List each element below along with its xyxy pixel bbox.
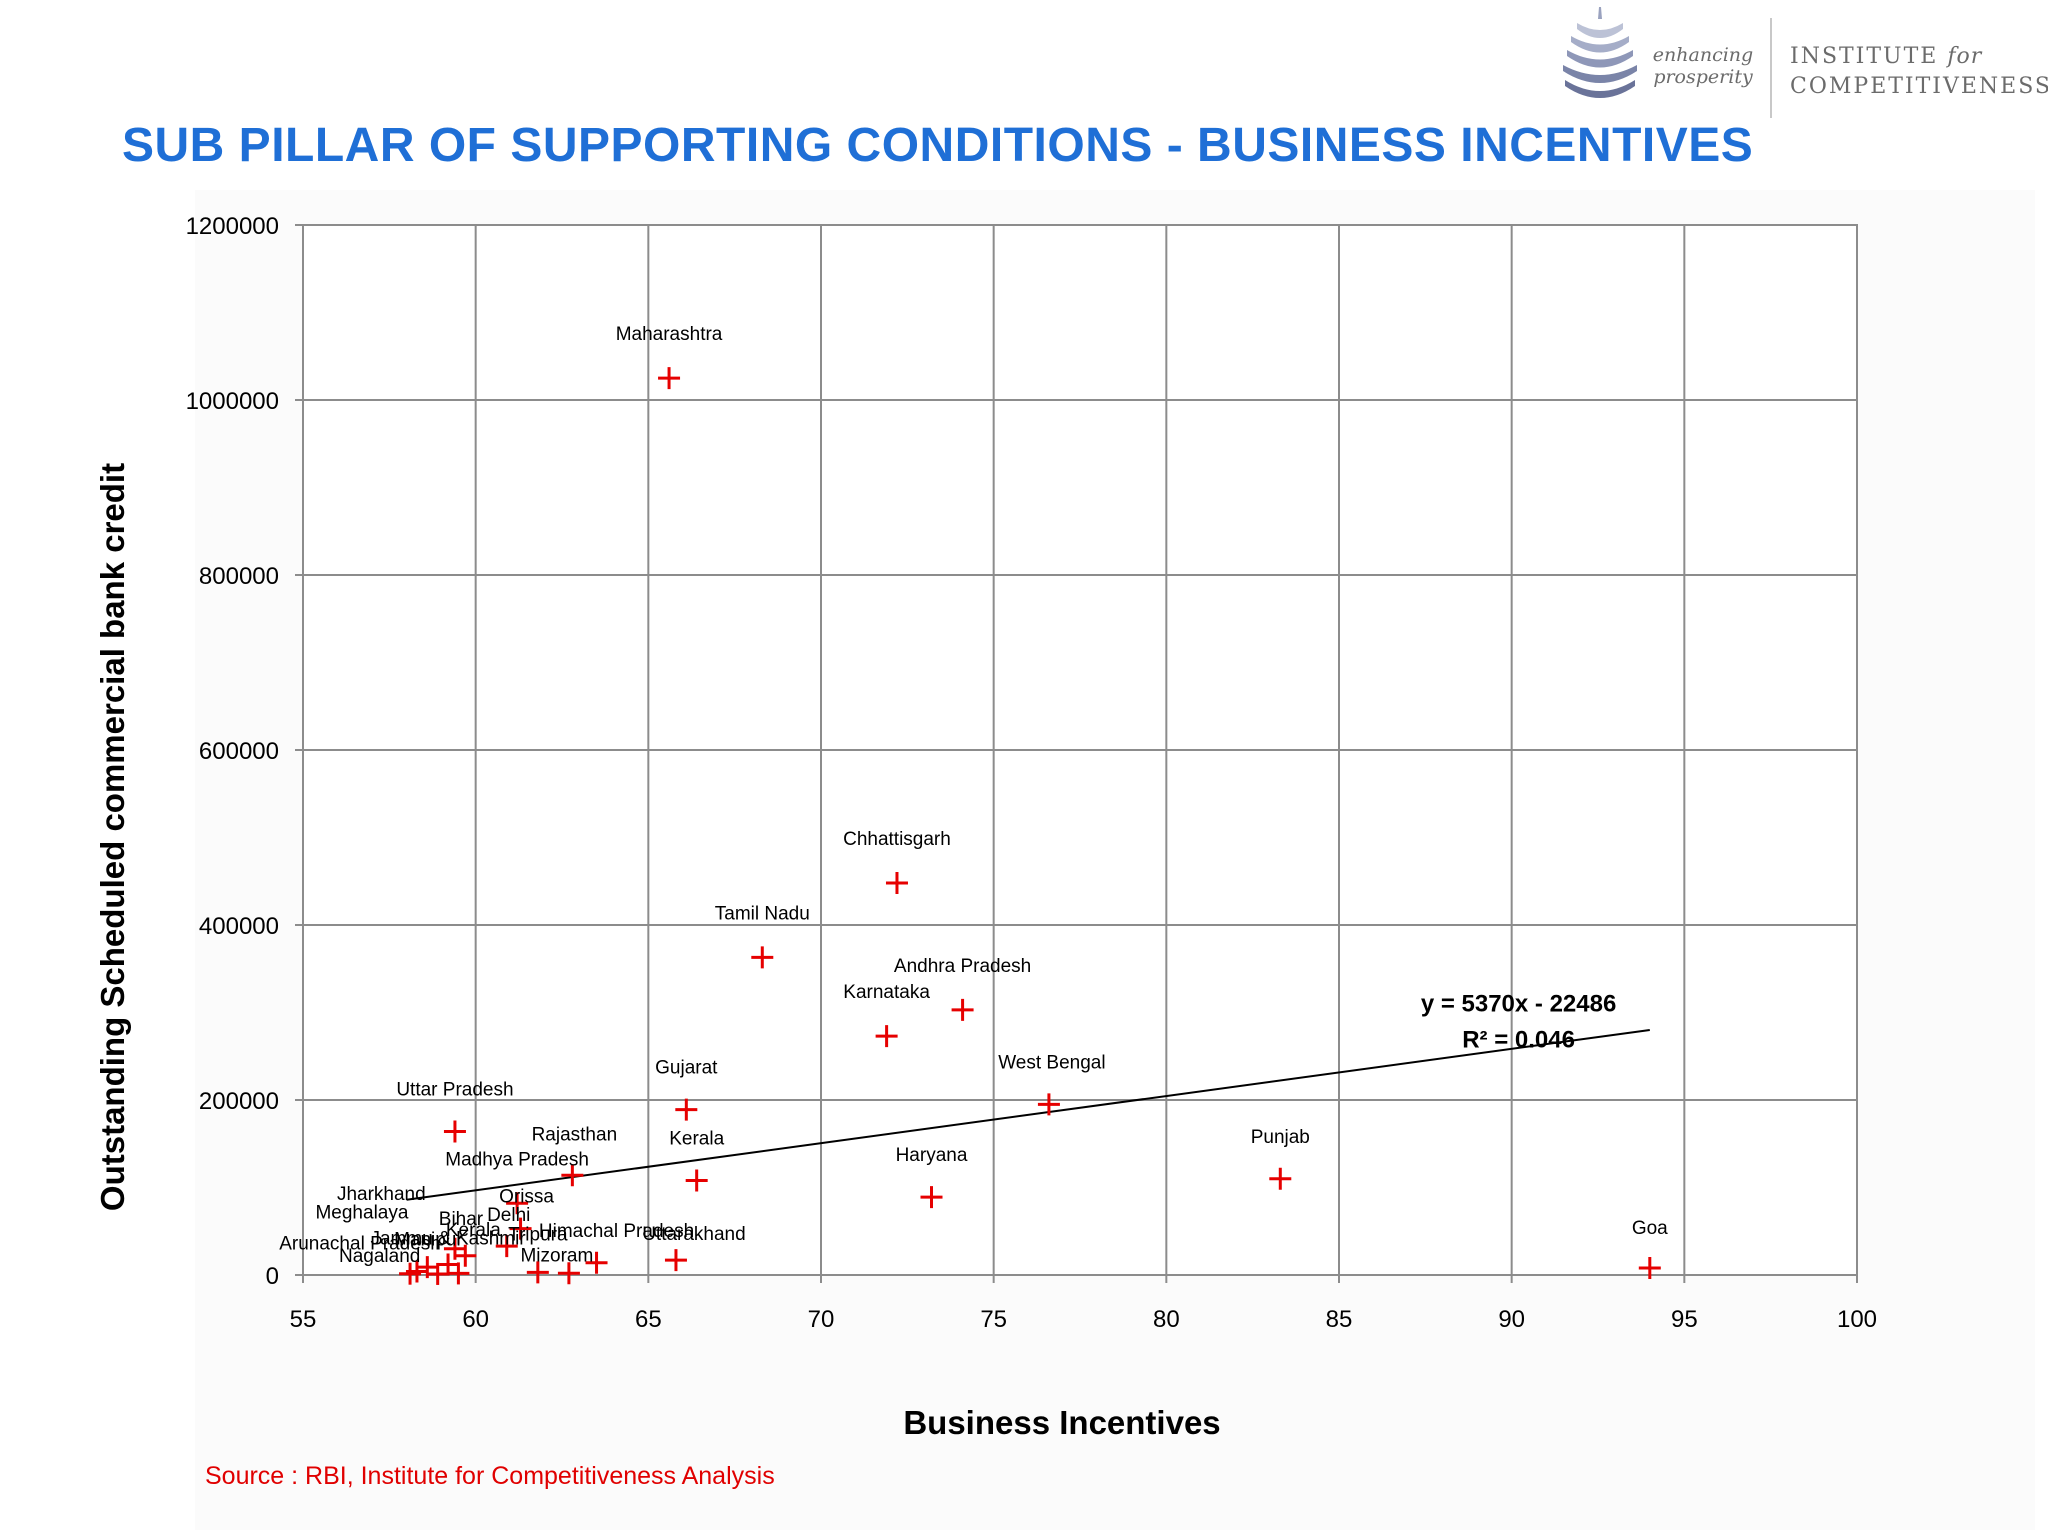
x-tick-label: 90 [1498,1306,1525,1333]
data-point [454,1244,477,1267]
gridlines [302,224,1858,1276]
logo-org-name: INSTITUTE for COMPETITIVENESS [1790,42,2048,102]
data-point [447,1262,470,1285]
data-point-label: Nagaland [339,1246,420,1267]
institute-logo [1555,5,2045,125]
data-point-label: Mizoram [520,1245,593,1266]
x-tick-label: 60 [462,1306,489,1333]
data-point [664,1249,687,1272]
axis-ticks: 55 60 65 70 75 80 85 90 95 100 0 200000 400000 600000… [186,213,1877,1333]
y-tick-label: 200000 [199,1088,279,1115]
data-point [658,367,681,390]
trendline-r-squared: R² = 0.046 [1462,1027,1575,1054]
data-point-label: Goa [1632,1218,1668,1239]
data-point [1269,1167,1292,1190]
data-point [1638,1257,1661,1279]
data-point-label: Tripura [508,1224,568,1245]
logo-tagline-line2: prosperity [1653,66,1753,88]
data-point-label: Manipur [394,1229,463,1250]
logo-org-line1: INSTITUTE for [1790,42,2048,72]
data-points [399,367,1661,1285]
data-point [920,1186,943,1209]
data-point-label: Meghalaya [315,1203,408,1224]
page-title: SUB PILLAR OF SUPPORTING CONDITIONS - BU… [122,119,1754,172]
data-point [557,1262,580,1285]
y-tick-label: 800000 [199,563,279,590]
data-point-label: Jammu & Kashmir [370,1229,526,1250]
data-point-label: Rajasthan [532,1124,618,1145]
point-labels: Maharashtra Chhattisgarh Tamil Nadu Andhra … [279,324,1668,1267]
data-point [885,872,908,894]
data-point [399,1262,422,1285]
data-point-label: Chhattisgarh [843,829,951,850]
data-point [506,1192,529,1215]
data-point-label: Maharashtra [616,324,723,345]
data-point-label: Delhi [487,1205,530,1226]
x-tick-label: 85 [1326,1306,1353,1333]
data-point-label: Uttar Pradesh [396,1080,513,1101]
logo-tagline: enhancing prosperity [1648,44,1758,88]
data-point [751,946,774,969]
data-point [875,1025,898,1048]
x-tick-label: 100 [1837,1306,1877,1333]
data-point-label: West Bengal [998,1052,1105,1073]
y-axis-title: Outstanding Scheduled commercial bank cr… [94,463,131,1211]
data-point [495,1235,518,1258]
x-tick-label: 70 [808,1306,835,1333]
x-axis-title: Business Incentives [903,1404,1220,1441]
data-point [526,1261,549,1284]
data-point-label: Uttarakhand [642,1224,746,1245]
logo-tagline-line1: enhancing [1652,44,1754,66]
logo-divider [1770,18,1772,118]
x-tick-label: 55 [290,1306,317,1333]
y-tick-label: 400000 [199,913,279,940]
data-point-label: Gujarat [655,1058,718,1079]
x-tick-label: 80 [1153,1306,1180,1333]
data-point [443,1120,466,1143]
data-point-label: Kerala [446,1220,501,1241]
data-point [585,1251,608,1274]
data-point-label: Kerala [669,1129,724,1150]
x-tick-label: 95 [1671,1306,1698,1333]
data-point-label: Bihar [439,1209,484,1230]
data-point [561,1164,584,1187]
trendline [406,1029,1650,1201]
y-tick-label: 0 [266,1263,279,1290]
logo-org-word-institute: INSTITUTE [1790,44,1948,69]
x-tick-label: 65 [635,1306,662,1333]
data-point-label: Jharkhand [337,1184,426,1205]
data-point [685,1169,708,1192]
logo-emblem-icon [1563,7,1637,98]
data-point-label: Madhya Pradesh [445,1149,589,1170]
data-point [509,1217,532,1240]
y-tick-label: 1200000 [186,213,279,240]
data-point [437,1253,460,1276]
data-point-label: Himachal Pradesh [539,1221,694,1242]
data-point-label: Andhra Pradesh [894,956,1031,977]
data-point [426,1262,449,1285]
logo-org-word-for: for [1947,44,1983,69]
trendline-equation: y = 5370x - 22486 [1421,991,1617,1018]
y-tick-label: 1000000 [186,388,279,415]
data-point-label: Arunachal Pradesh [279,1234,441,1255]
data-point [1037,1093,1060,1116]
trendline-group: y = 5370x - 22486 R² = 0.046 [406,991,1650,1201]
data-point-label: Haryana [896,1145,968,1166]
data-point-label: Karnataka [843,982,930,1003]
x-tick-label: 75 [980,1306,1007,1333]
data-point-label: Orissa [499,1187,554,1208]
logo-org-line2: COMPETITIVENESS [1790,74,2048,99]
source-note: Source : RBI, Institute for Competitiven… [205,1462,775,1490]
data-point [951,998,974,1021]
data-point-label: Punjab [1251,1127,1310,1148]
data-point-label: Tamil Nadu [715,903,810,924]
data-point [675,1098,698,1121]
y-tick-label: 600000 [199,738,279,765]
